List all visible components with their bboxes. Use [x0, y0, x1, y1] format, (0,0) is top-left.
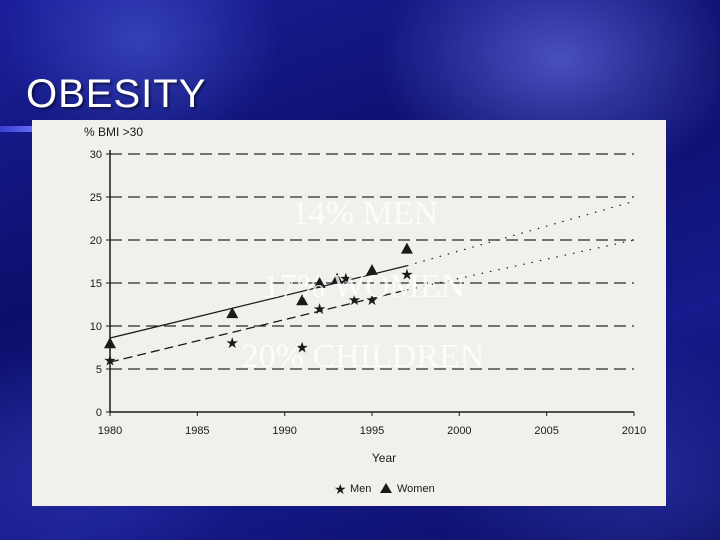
men-point-1: ★ [226, 334, 239, 352]
x-tick-label-2005: 2005 [534, 425, 558, 437]
x-tick-label-1985: 1985 [185, 425, 209, 437]
women-point-1 [226, 307, 239, 319]
y-tick-label-0: 0 [96, 407, 102, 419]
x-tick-label-1990: 1990 [272, 425, 296, 437]
y-tick-label-10: 10 [90, 321, 102, 333]
x-tick-label-1980: 1980 [98, 425, 122, 437]
chart-panel: 0 5 10 15 20 25 30 1980 1985 1990 1995 2000 2005 201… [32, 120, 666, 506]
x-axis-label: Year [372, 451, 396, 465]
y-axis-label: % BMI >30 [84, 125, 143, 139]
women-point-3 [313, 277, 326, 288]
women-point-0 [104, 337, 116, 349]
men-trend-line [109, 289, 408, 363]
men-point-0: ★ [103, 351, 116, 369]
men-point-2: ★ [295, 339, 308, 357]
legend: ★ Men Women [334, 482, 435, 498]
legend-women-marker [380, 483, 392, 493]
legend-men-marker: ★ [334, 482, 347, 498]
title-accent-bar [0, 126, 40, 132]
slide-title: OBESITY [26, 72, 207, 116]
y-tick-label-25: 25 [90, 192, 102, 204]
x-tick-label-2000: 2000 [447, 425, 471, 437]
x-tick-label-2010: 2010 [622, 425, 646, 437]
legend-men-label: Men [350, 483, 371, 495]
men-point-3: ★ [313, 300, 326, 318]
x-tick-labels: 1980 1985 1990 1995 2000 2005 2010 [98, 412, 646, 437]
overlay-women-stat: 17% WOMEN [262, 268, 466, 305]
overlay-men-stat: 14% MEN [291, 195, 439, 232]
men-point-7: ★ [400, 265, 413, 283]
overlay-children-stat: 20% CHILDREN [241, 338, 485, 375]
women-point-6 [400, 242, 413, 254]
women-point-4 [331, 272, 344, 284]
obesity-chart: 0 5 10 15 20 25 30 1980 1985 1990 1995 2000 2005 201… [84, 125, 646, 498]
y-tick-label-15: 15 [90, 278, 102, 290]
grid-lines [110, 153, 634, 370]
men-point-6: ★ [365, 291, 378, 309]
y-tick-label-20: 20 [90, 235, 102, 247]
y-tick-label-30: 30 [90, 149, 102, 161]
y-tick-labels: 0 5 10 15 20 25 30 [90, 149, 110, 419]
women-trend-line [109, 265, 408, 339]
legend-women-label: Women [397, 483, 435, 495]
women-projection-line [406, 200, 635, 267]
data-series: ★★ ★★★★ ★★ [103, 200, 635, 369]
women-point-5 [366, 264, 378, 276]
y-tick-label-5: 5 [96, 364, 102, 376]
women-point-2 [296, 294, 309, 306]
x-tick-label-1995: 1995 [360, 425, 384, 437]
men-point-5: ★ [348, 291, 361, 309]
